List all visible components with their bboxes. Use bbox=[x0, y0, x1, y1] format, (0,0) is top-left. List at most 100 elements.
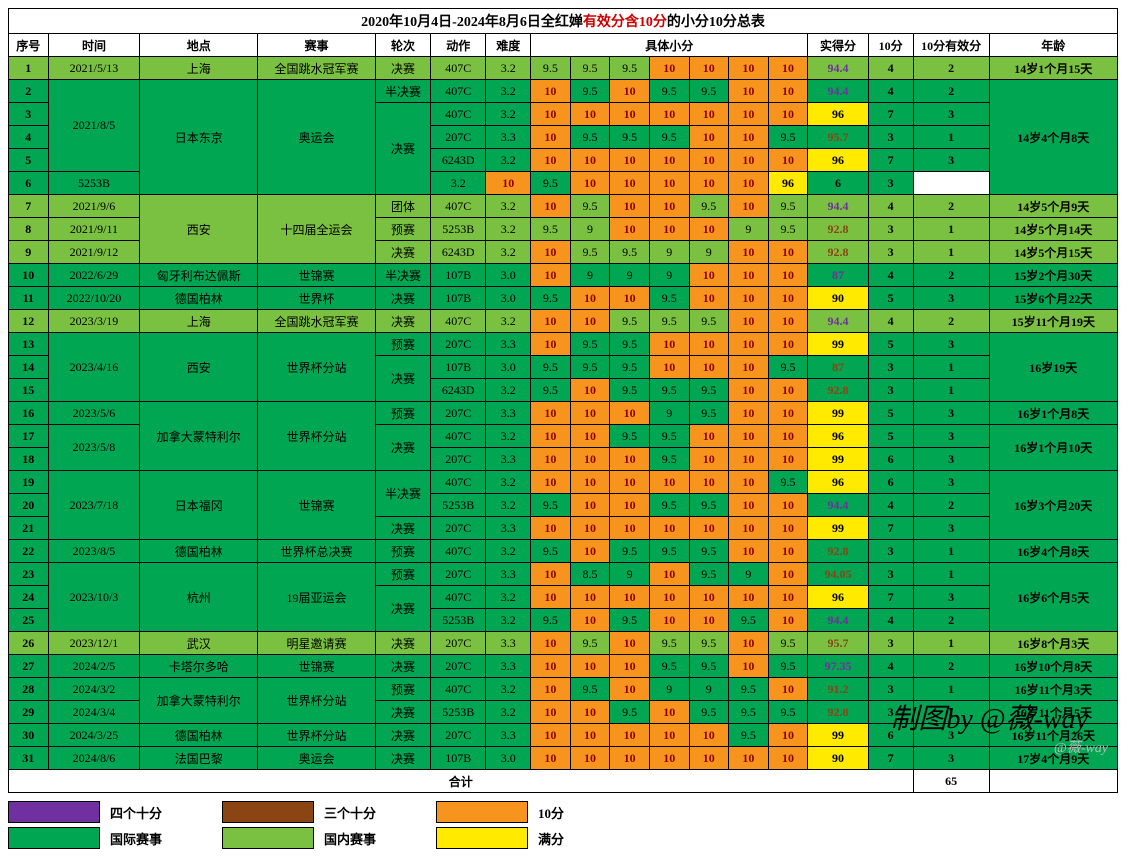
seq-cell: 28 bbox=[9, 678, 49, 701]
place-cell: 德国柏林 bbox=[140, 724, 258, 747]
seq-cell: 8 bbox=[9, 218, 49, 241]
round-cell: 预赛 bbox=[375, 218, 430, 241]
date-cell: 2022/10/20 bbox=[48, 287, 140, 310]
score-cell: 9.5 bbox=[570, 356, 610, 379]
round-cell: 预赛 bbox=[375, 402, 430, 425]
action-cell: 407C bbox=[431, 425, 486, 448]
score-cell: 10 bbox=[768, 264, 808, 287]
dd-cell: 3.2 bbox=[486, 586, 531, 609]
score-cell: 10 bbox=[768, 494, 808, 517]
event-cell: 世界杯分站 bbox=[258, 333, 376, 402]
place-cell: 西安 bbox=[140, 333, 258, 402]
score-cell: 10 bbox=[768, 517, 808, 540]
age-cell: 16岁4个月8天 bbox=[989, 540, 1117, 563]
score-cell: 10 bbox=[610, 149, 650, 172]
place-cell: 上海 bbox=[140, 310, 258, 333]
score-cell: 10 bbox=[649, 724, 689, 747]
score-cell: 9.5 bbox=[689, 701, 729, 724]
seq-cell: 29 bbox=[9, 701, 49, 724]
place-cell: 加拿大蒙特利尔 bbox=[140, 678, 258, 724]
event-cell: 全国跳水冠军赛 bbox=[258, 57, 376, 80]
score-cell: 10 bbox=[689, 57, 729, 80]
score-cell: 10 bbox=[570, 517, 610, 540]
score-cell: 9.5 bbox=[570, 126, 610, 149]
total-cell: 94.4 bbox=[808, 80, 868, 103]
action-cell: 407C bbox=[431, 103, 486, 126]
seq-cell: 7 bbox=[9, 195, 49, 218]
valid10-cell: 3 bbox=[913, 402, 989, 425]
seq-cell: 23 bbox=[9, 563, 49, 586]
seq-cell: 10 bbox=[9, 264, 49, 287]
score-cell: 10 bbox=[649, 218, 689, 241]
score-cell: 10 bbox=[729, 655, 769, 678]
score-cell: 9.5 bbox=[729, 701, 769, 724]
place-cell: 德国柏林 bbox=[140, 287, 258, 310]
score-cell: 9.5 bbox=[610, 310, 650, 333]
score-cell: 10 bbox=[570, 448, 610, 471]
score-cell: 10 bbox=[649, 563, 689, 586]
place-cell: 卡塔尔多哈 bbox=[140, 655, 258, 678]
event-cell: 十四届全运会 bbox=[258, 195, 376, 264]
score-cell: 9.5 bbox=[570, 241, 610, 264]
dd-cell: 3.2 bbox=[486, 540, 531, 563]
action-cell: 207C bbox=[431, 632, 486, 655]
score-cell: 9.5 bbox=[649, 80, 689, 103]
swatch-intl bbox=[8, 827, 100, 849]
seq-cell: 3 bbox=[9, 103, 49, 126]
score-cell: 9.5 bbox=[649, 287, 689, 310]
score-cell: 9.5 bbox=[610, 126, 650, 149]
action-cell: 407C bbox=[431, 678, 486, 701]
count10-cell: 6 bbox=[808, 172, 868, 195]
score-cell: 9.5 bbox=[768, 655, 808, 678]
score-cell: 9.5 bbox=[610, 540, 650, 563]
date-cell: 2023/4/16 bbox=[48, 333, 140, 402]
action-cell: 207C bbox=[431, 655, 486, 678]
round-cell: 决赛 bbox=[375, 103, 430, 195]
score-cell: 9.5 bbox=[570, 678, 610, 701]
total-cell: 99 bbox=[808, 402, 868, 425]
score-cell: 10 bbox=[768, 57, 808, 80]
table-row: 132023/4/16西安世界杯分站预赛207C3.3109.59.510101… bbox=[9, 333, 1118, 356]
seq-cell: 4 bbox=[9, 126, 49, 149]
valid10-cell: 3 bbox=[913, 471, 989, 494]
valid10-cell: 1 bbox=[913, 379, 989, 402]
score-cell: 10 bbox=[768, 425, 808, 448]
score-cell: 10 bbox=[570, 701, 610, 724]
score-cell: 9.5 bbox=[768, 195, 808, 218]
action-cell: 407C bbox=[431, 540, 486, 563]
score-cell: 10 bbox=[486, 172, 531, 195]
score-cell: 10 bbox=[768, 586, 808, 609]
event-cell: 明星邀请赛 bbox=[258, 632, 376, 655]
total-cell: 94.4 bbox=[808, 57, 868, 80]
action-cell: 6243D bbox=[431, 379, 486, 402]
score-cell: 9.5 bbox=[689, 195, 729, 218]
round-cell: 决赛 bbox=[375, 632, 430, 655]
table-row: 262023/12/1武汉明星邀请赛决赛207C3.3109.5109.59.5… bbox=[9, 632, 1118, 655]
dd-cell: 3.2 bbox=[486, 57, 531, 80]
dd-cell: 3.3 bbox=[486, 448, 531, 471]
date-cell: 2021/8/5 bbox=[48, 80, 140, 172]
table-row: 222023/8/5德国柏林世界杯总决赛预赛407C3.29.5109.59.5… bbox=[9, 540, 1118, 563]
score-cell: 9.5 bbox=[570, 195, 610, 218]
table-row: 22021/8/5日本东京奥运会半决赛407C3.2109.5109.59.51… bbox=[9, 80, 1118, 103]
score-cell: 10 bbox=[689, 356, 729, 379]
seq-cell: 13 bbox=[9, 333, 49, 356]
count10-cell: 5 bbox=[868, 425, 913, 448]
score-cell: 10 bbox=[768, 103, 808, 126]
col-header: 序号 bbox=[9, 34, 49, 57]
score-cell: 9.5 bbox=[531, 57, 571, 80]
event-cell: 19届亚运会 bbox=[258, 563, 376, 632]
round-cell: 半决赛 bbox=[375, 80, 430, 103]
score-cell: 10 bbox=[729, 172, 769, 195]
count10-cell: 7 bbox=[868, 586, 913, 609]
action-cell: 5253B bbox=[431, 218, 486, 241]
count10-cell: 3 bbox=[868, 356, 913, 379]
total-cell: 90 bbox=[808, 747, 868, 770]
score-cell: 10 bbox=[768, 609, 808, 632]
seq-cell: 9 bbox=[9, 241, 49, 264]
score-cell: 10 bbox=[729, 494, 769, 517]
score-cell: 10 bbox=[729, 57, 769, 80]
score-cell: 9 bbox=[610, 264, 650, 287]
valid10-cell: 2 bbox=[913, 494, 989, 517]
score-cell: 9.5 bbox=[531, 494, 571, 517]
